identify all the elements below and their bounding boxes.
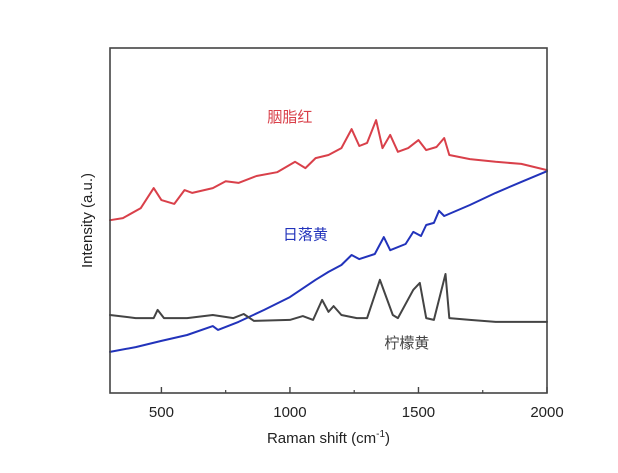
x-axis-label: Raman shift (cm-1) <box>267 429 390 447</box>
x-tick-label-500: 500 <box>149 404 174 421</box>
series-line-0 <box>109 119 548 222</box>
x-axis-ticks: 500 1000 1500 2000 <box>149 387 564 421</box>
series-line-2 <box>109 273 548 323</box>
x-axis-label-text: Raman shift (cm <box>267 430 376 447</box>
series-label-1: 日落黄 <box>283 225 328 243</box>
plot-frame <box>109 47 548 394</box>
series-line-1 <box>109 170 548 353</box>
x-tick-label-2000: 2000 <box>530 404 563 421</box>
x-axis-label-sup: -1 <box>376 429 385 440</box>
plot-lines <box>109 119 548 353</box>
series-label-2: 柠檬黄 <box>384 334 429 352</box>
x-axis-label-close: ) <box>385 430 390 447</box>
y-axis-label: Intensity (a.u.) <box>79 173 96 268</box>
x-tick-label-1500: 1500 <box>402 404 435 421</box>
series-label-0: 胭脂红 <box>267 108 312 126</box>
x-tick-label-1000: 1000 <box>273 404 306 421</box>
